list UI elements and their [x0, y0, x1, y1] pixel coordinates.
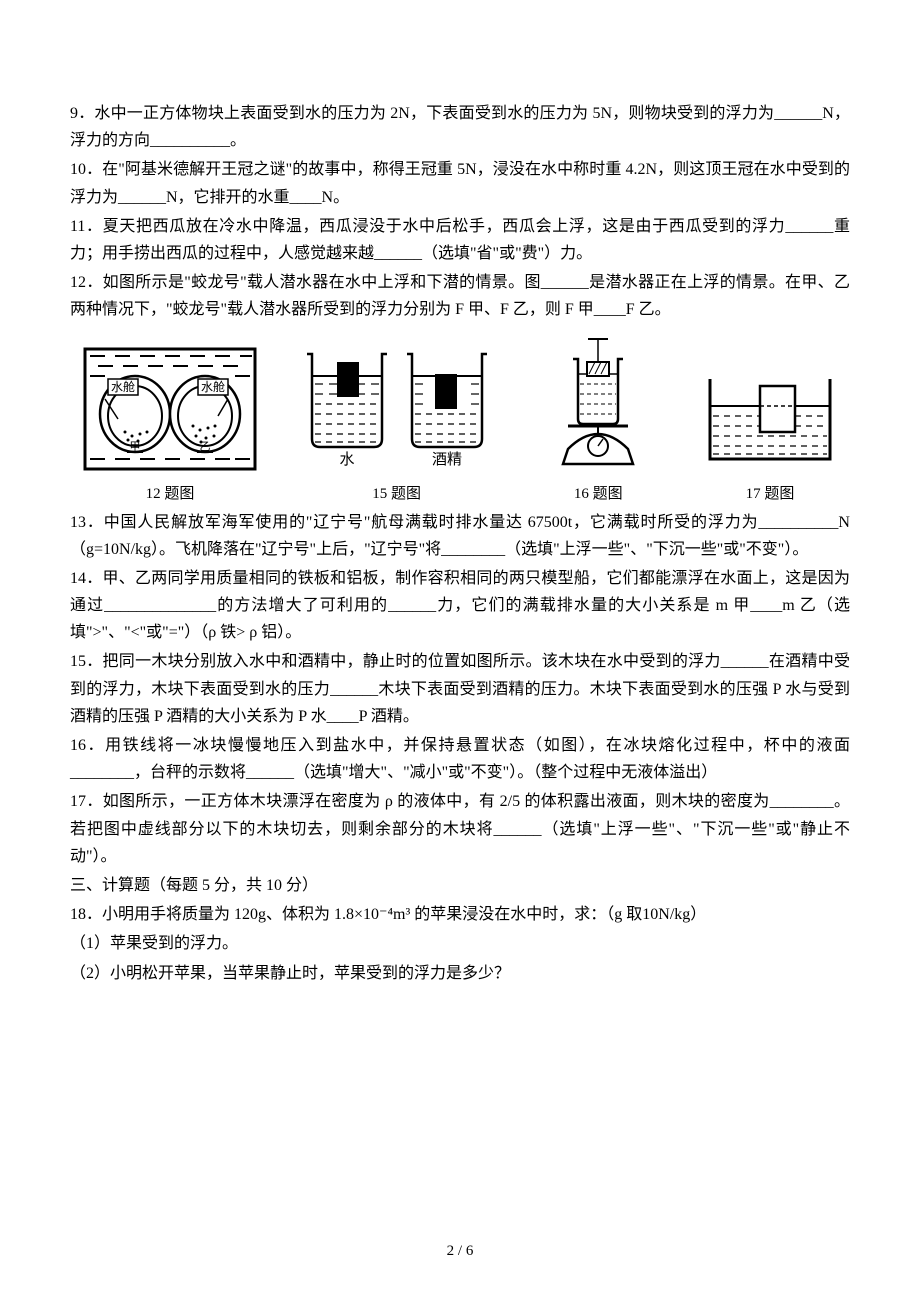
question-17: 17．如图所示，一正方体木块漂浮在密度为 ρ 的液体中，有 2/5 的体积露出液…	[70, 788, 850, 870]
figure-15-label-alcohol: 酒精	[432, 451, 462, 468]
svg-text:甲: 甲	[130, 441, 141, 453]
figures-row: 水舱 甲 水舱 乙 12 题图	[70, 334, 850, 503]
figure-12-svg: 水舱 甲 水舱 乙	[80, 344, 260, 474]
figure-12-caption: 12 题图	[146, 482, 195, 503]
question-14: 14．甲、乙两同学用质量相同的铁板和铝板，制作容积相同的两只模型船，它们都能漂浮…	[70, 565, 850, 647]
svg-text:水舱: 水舱	[201, 380, 225, 394]
question-11: 11．夏天把西瓜放在冷水中降温，西瓜浸没于水中后松手，西瓜会上浮，这是由于西瓜受…	[70, 213, 850, 267]
question-18: 18．小明用手将质量为 120g、体积为 1.8×10⁻⁴m³ 的苹果浸没在水中…	[70, 901, 850, 928]
figure-16-svg	[533, 334, 663, 474]
page-footer: 2 / 6	[0, 1243, 920, 1260]
svg-text:水舱: 水舱	[111, 380, 135, 394]
question-10: 10．在"阿基米德解开王冠之谜"的故事中，称得王冠重 5N，浸没在水中称时重 4…	[70, 156, 850, 210]
figure-17-caption: 17 题图	[746, 482, 795, 503]
figure-15-label-water: 水	[339, 451, 354, 468]
figure-17-svg	[700, 364, 840, 474]
question-16: 16．用铁线将一冰块慢慢地压入到盐水中，并保持悬置状态（如图），在冰块熔化过程中…	[70, 732, 850, 786]
question-12: 12．如图所示是"蛟龙号"载人潜水器在水中上浮和下潜的情景。图______是潜水…	[70, 269, 850, 323]
svg-text:乙: 乙	[200, 440, 211, 453]
figure-17-block: 17 题图	[700, 364, 840, 503]
question-18-2: （2）小明松开苹果，当苹果静止时，苹果受到的浮力是多少？	[70, 960, 850, 987]
figure-15-caption: 15 题图	[372, 482, 421, 503]
section-3-header: 三、计算题（每题 5 分，共 10 分）	[70, 872, 850, 899]
figure-15-block: 水 酒精 15 题图	[297, 344, 497, 503]
figure-16-caption: 16 题图	[574, 482, 623, 503]
question-13: 13．中国人民解放军海军使用的"辽宁号"航母满载时排水量达 67500t，它满载…	[70, 509, 850, 563]
figure-16-block: 16 题图	[533, 334, 663, 503]
figure-15-svg: 水 酒精	[297, 344, 497, 474]
question-15: 15．把同一木块分别放入水中和酒精中，静止时的位置如图所示。该木块在水中受到的浮…	[70, 648, 850, 730]
question-9: 9．水中一正方体物块上表面受到水的压力为 2N，下表面受到水的压力为 5N，则物…	[70, 100, 850, 154]
figure-12-block: 水舱 甲 水舱 乙 12 题图	[80, 344, 260, 503]
question-18-1: （1）苹果受到的浮力。	[70, 930, 850, 957]
